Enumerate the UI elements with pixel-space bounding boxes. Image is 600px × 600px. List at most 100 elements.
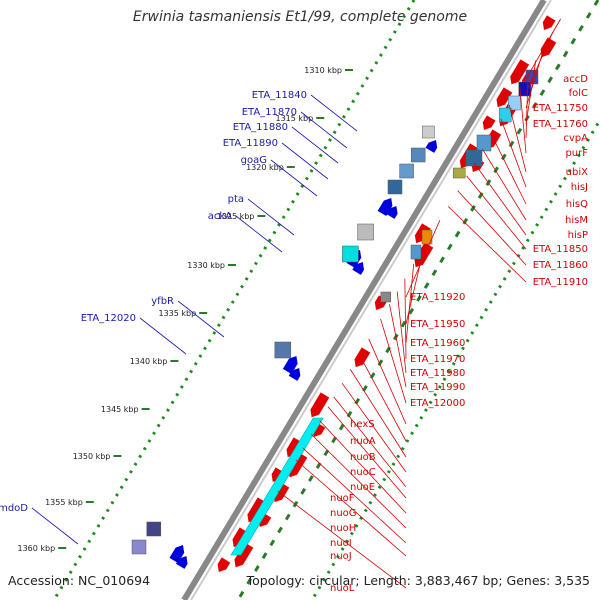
- forward-gene-arrow-shape: [496, 87, 513, 108]
- forward-gene-arrow-shape: [540, 37, 557, 58]
- reverse-gene-label: ETA_12020: [81, 313, 136, 324]
- forward-gene-label: nuoG: [330, 508, 357, 519]
- forward-gene-arrow-shape: [273, 482, 290, 503]
- kbp-tick-label: 1320 kbp: [246, 163, 284, 172]
- reverse-gene-arrow[interactable]: [288, 365, 304, 381]
- forward-gene-leader: [327, 406, 407, 499]
- forward-gene-label: ETA_11860: [533, 260, 588, 271]
- forward-gene-arrow[interactable]: [493, 87, 513, 109]
- forward-gene-leader: [466, 175, 527, 250]
- nuo-operon-strip: [230, 417, 324, 556]
- forward-gene-label: folC: [569, 88, 588, 99]
- forward-gene-leader: [319, 420, 407, 514]
- accession-text: Accession: NC_010694: [8, 573, 151, 588]
- forward-gene-label: nuoA: [350, 436, 376, 447]
- feature-block: [465, 149, 483, 167]
- forward-gene-label: accD: [563, 74, 588, 85]
- reverse-gene-label: ackA: [208, 211, 232, 222]
- feature-block: [380, 291, 392, 303]
- feature-block: [498, 107, 512, 123]
- minor-ticks: [236, 0, 600, 600]
- forward-gene-arrow[interactable]: [270, 482, 290, 504]
- reverse-gene-leader: [281, 142, 329, 180]
- forward-gene-arrow-shape: [310, 392, 330, 418]
- gc-dots-left: [52, 0, 416, 600]
- forward-gene-leader: [277, 490, 407, 589]
- forward-gene-arrow[interactable]: [215, 557, 231, 574]
- kbp-tick-label: 1360 kbp: [17, 544, 55, 553]
- reverse-gene-arrow[interactable]: [352, 259, 367, 275]
- forward-gene-leader: [389, 304, 407, 388]
- kbp-tick-label: 1325 kbp: [217, 212, 255, 221]
- forward-gene-leader: [447, 206, 527, 283]
- forward-gene-leader: [519, 86, 527, 154]
- forward-gene-label: hisJ: [571, 182, 588, 193]
- forward-gene-label: nuoC: [350, 467, 376, 478]
- reverse-gene-arrow-shape: [425, 140, 438, 153]
- forward-gene-label: hisM: [565, 215, 588, 226]
- forward-gene-leader: [311, 434, 407, 529]
- feature-block: [146, 521, 162, 537]
- forward-gene-label: ETA_11910: [533, 277, 588, 288]
- reverse-gene-arrow-shape: [282, 356, 298, 375]
- forward-gene-label: nuoL: [330, 583, 355, 594]
- forward-gene-label: ETA_11750: [533, 103, 588, 114]
- feature-block: [357, 223, 374, 241]
- forward-gene-label: ETA_11990: [410, 382, 465, 393]
- forward-gene-arrow[interactable]: [507, 59, 530, 86]
- feature-block: [399, 163, 414, 179]
- reverse-gene-arrow[interactable]: [425, 137, 441, 153]
- backbone-highlight: [190, 0, 552, 600]
- forward-gene-leader: [508, 104, 527, 173]
- forward-gene-arrow[interactable]: [351, 347, 371, 369]
- reverse-gene-label: ETA_11890: [223, 138, 278, 149]
- kbp-tick-label: 1335 kbp: [158, 309, 196, 318]
- kbp-tick-label: 1315 kbp: [275, 114, 313, 123]
- reverse-gene-arrow[interactable]: [175, 553, 191, 569]
- kbp-tick-label: 1345 kbp: [101, 405, 139, 414]
- forward-gene-label: ETA_11960: [410, 338, 465, 349]
- forward-gene-leader: [333, 396, 407, 488]
- forward-gene-label: nuoJ: [330, 551, 352, 562]
- feature-block: [421, 229, 433, 245]
- reverse-gene-arrow[interactable]: [385, 203, 401, 219]
- forward-gene-label: nuoB: [350, 452, 376, 463]
- forward-gene-arrow[interactable]: [540, 15, 556, 32]
- forward-gene-label: nuoH: [330, 523, 356, 534]
- forward-gene-leader: [341, 382, 407, 473]
- kbp-tick-label: 1355 kbp: [45, 498, 83, 507]
- reverse-gene-label: ETA_11880: [233, 122, 288, 133]
- forward-gene-arrow[interactable]: [231, 542, 254, 569]
- forward-gene-arrow[interactable]: [537, 37, 557, 59]
- forward-gene-arrow[interactable]: [480, 115, 496, 132]
- topology-text: Topology: circular; Length: 3,883,467 bp…: [246, 573, 590, 588]
- forward-gene-arrow[interactable]: [411, 242, 434, 269]
- forward-gene-arrow-shape: [510, 59, 530, 85]
- forward-gene-arrow[interactable]: [285, 452, 308, 479]
- forward-gene-leader: [404, 278, 407, 360]
- feature-block: [342, 245, 359, 263]
- forward-gene-label: nuoF: [330, 493, 355, 504]
- forward-gene-label: ETA_11980: [410, 368, 465, 379]
- reverse-gene-arrow[interactable]: [282, 353, 301, 375]
- forward-gene-leader: [525, 45, 546, 109]
- forward-gene-label: purF: [565, 148, 588, 159]
- forward-gene-label: ETA_11950: [410, 319, 465, 330]
- feature-block: [387, 179, 403, 195]
- forward-gene-arrow-shape: [217, 557, 231, 573]
- feature-block: [452, 167, 466, 179]
- forward-gene-label: ETA_11970: [410, 354, 465, 365]
- forward-gene-arrow-shape: [414, 242, 434, 268]
- forward-gene-leader: [380, 318, 407, 404]
- forward-gene-arrow[interactable]: [307, 392, 330, 419]
- forward-gene-leader: [350, 369, 407, 458]
- forward-gene-leader: [500, 118, 527, 188]
- reverse-gene-label: yfbR: [151, 296, 174, 307]
- reverse-gene-leader: [139, 317, 187, 355]
- genome-backbone: [181, 0, 547, 600]
- reverse-gene-leader: [300, 111, 348, 149]
- reverse-gene-label: goaG: [241, 155, 267, 166]
- forward-gene-leader: [473, 162, 527, 236]
- forward-gene-leader: [368, 338, 407, 425]
